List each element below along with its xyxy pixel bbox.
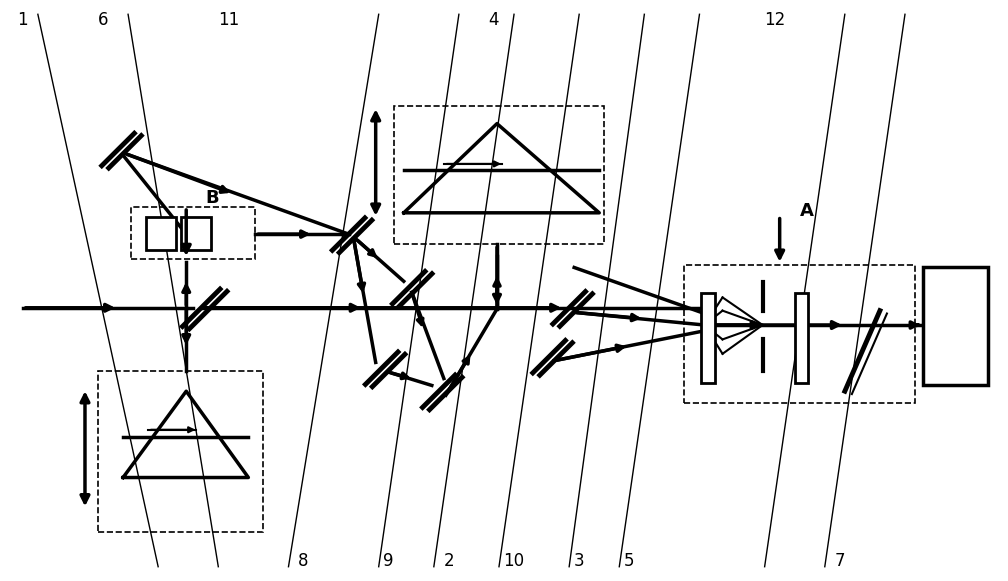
Bar — [394, 106, 604, 245]
Text: 4: 4 — [489, 11, 499, 29]
Text: 10: 10 — [503, 552, 524, 570]
Bar — [181, 217, 212, 250]
Text: 11: 11 — [218, 11, 239, 29]
Bar — [146, 217, 176, 250]
Text: 6: 6 — [98, 11, 108, 29]
Text: 8: 8 — [298, 552, 308, 570]
Text: 5: 5 — [624, 552, 635, 570]
Text: 2: 2 — [444, 552, 455, 570]
Text: B: B — [206, 189, 219, 207]
Text: A: A — [799, 202, 813, 220]
Bar — [923, 267, 988, 385]
Text: 12: 12 — [764, 11, 785, 29]
Bar — [98, 371, 263, 532]
Bar — [131, 207, 255, 259]
Text: 7: 7 — [835, 552, 845, 570]
Text: 3: 3 — [574, 552, 585, 570]
Text: 9: 9 — [383, 552, 394, 570]
Bar — [702, 293, 715, 382]
Text: 1: 1 — [17, 11, 28, 29]
Bar — [684, 264, 915, 403]
Bar — [794, 293, 807, 382]
